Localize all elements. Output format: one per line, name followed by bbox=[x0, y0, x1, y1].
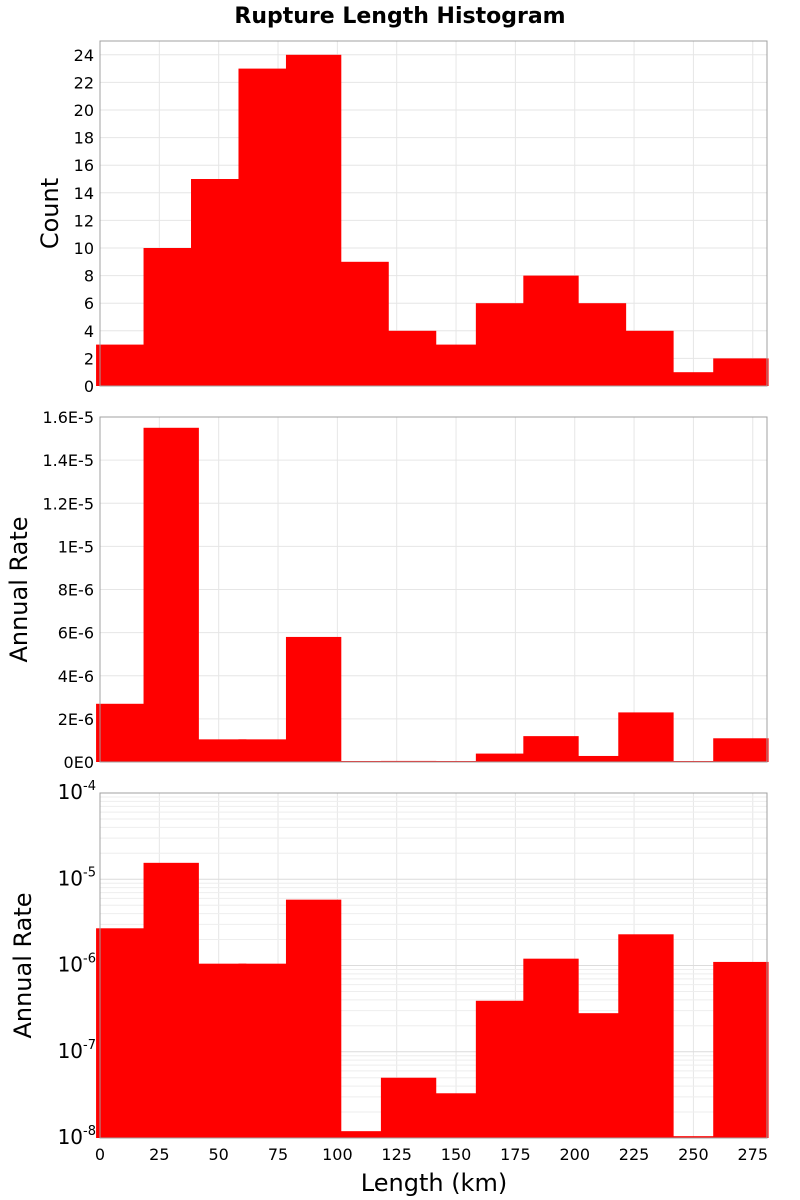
bars bbox=[96, 862, 769, 1138]
bar bbox=[428, 1093, 484, 1138]
bar bbox=[570, 1013, 627, 1138]
bar bbox=[333, 261, 389, 386]
bar bbox=[570, 303, 627, 386]
bar bbox=[143, 862, 199, 1138]
y-axis-ticks: 0E0 2E-6 4E-6 6E-6 8E-6 1E-5 1.2E-5 1.4E-5 1.6E-… bbox=[42, 408, 94, 772]
x-tick-label: 250 bbox=[678, 1145, 709, 1164]
bar bbox=[238, 739, 294, 762]
y-tick-label: 22 bbox=[74, 73, 94, 92]
bar bbox=[665, 1136, 722, 1138]
y-tick-label: 1E-5 bbox=[58, 537, 94, 556]
x-axis-ticks: 0 25 50 75 100 125 150 175 200 225 250 275 bbox=[95, 1145, 768, 1164]
bar bbox=[191, 179, 247, 386]
bar bbox=[285, 54, 342, 387]
bar bbox=[191, 739, 247, 762]
x-tick-label: 125 bbox=[381, 1145, 412, 1164]
bar bbox=[285, 899, 342, 1138]
x-tick-label: 75 bbox=[268, 1145, 288, 1164]
x-axis-label: Length (km) bbox=[361, 1169, 507, 1197]
y-axis-label: Count bbox=[36, 178, 64, 249]
y-tick-label: 10-5 bbox=[58, 865, 96, 890]
bar bbox=[285, 636, 342, 762]
y-tick-label: 10-7 bbox=[58, 1038, 96, 1063]
y-tick-label: 6 bbox=[84, 294, 94, 313]
bars bbox=[96, 54, 769, 387]
bar bbox=[523, 275, 579, 386]
y-tick-label: 1.6E-5 bbox=[42, 408, 94, 427]
y-axis-ticks: 10-8 10-7 10-6 10-5 10-4 bbox=[58, 779, 96, 1149]
bar bbox=[523, 958, 579, 1138]
bars bbox=[96, 427, 769, 762]
bar bbox=[475, 303, 532, 386]
y-tick-label: 0E0 bbox=[64, 753, 94, 772]
y-tick-label: 6E-6 bbox=[58, 624, 94, 643]
x-tick-label: 275 bbox=[737, 1145, 768, 1164]
y-tick-label: 24 bbox=[74, 46, 94, 65]
y-axis-label: Annual Rate bbox=[9, 892, 37, 1038]
bar bbox=[475, 753, 532, 762]
bar bbox=[570, 755, 627, 762]
bar bbox=[618, 934, 674, 1138]
y-axis-label: Annual Rate bbox=[5, 516, 33, 662]
x-tick-label: 100 bbox=[322, 1145, 353, 1164]
y-tick-label: 2 bbox=[84, 349, 94, 368]
bar bbox=[191, 963, 247, 1138]
y-tick-label: 10-8 bbox=[58, 1124, 96, 1149]
bar bbox=[713, 358, 769, 386]
bar bbox=[713, 738, 769, 762]
bar bbox=[665, 372, 722, 386]
bar bbox=[238, 963, 294, 1138]
y-tick-label: 4E-6 bbox=[58, 667, 94, 686]
plot-frame bbox=[99, 792, 768, 1139]
x-tick-label: 50 bbox=[209, 1145, 229, 1164]
bar bbox=[618, 330, 674, 386]
bar bbox=[523, 736, 579, 762]
bar bbox=[475, 1000, 532, 1138]
y-tick-label: 2E-6 bbox=[58, 710, 94, 729]
y-tick-label: 4 bbox=[84, 322, 94, 341]
y-tick-label: 18 bbox=[74, 129, 94, 148]
bar bbox=[713, 961, 769, 1138]
bar bbox=[380, 330, 437, 386]
y-tick-label: 8 bbox=[84, 267, 94, 286]
x-tick-label: 200 bbox=[559, 1145, 590, 1164]
plot-frame bbox=[99, 40, 768, 387]
x-tick-label: 225 bbox=[619, 1145, 650, 1164]
y-tick-label: 10-6 bbox=[58, 952, 96, 977]
x-tick-label: 175 bbox=[500, 1145, 531, 1164]
bar bbox=[333, 1131, 389, 1138]
x-tick-label: 0 bbox=[95, 1145, 105, 1164]
bar bbox=[143, 427, 199, 762]
plot-frame bbox=[99, 416, 768, 763]
y-tick-label: 10-4 bbox=[58, 779, 96, 804]
bar bbox=[428, 344, 484, 386]
y-tick-label: 12 bbox=[74, 211, 94, 230]
y-tick-label: 16 bbox=[74, 156, 94, 175]
bar bbox=[96, 703, 152, 762]
y-tick-label: 14 bbox=[74, 184, 94, 203]
chart-title: Rupture Length Histogram bbox=[234, 4, 565, 29]
bar bbox=[618, 712, 674, 762]
bar bbox=[143, 248, 199, 386]
y-tick-label: 10 bbox=[74, 239, 94, 258]
panel-3: 10-8 10-7 10-6 10-5 10-4 Annual Rate bbox=[9, 779, 769, 1149]
chart-panels: 024681012141618202224Count0E02E-64E-66E-… bbox=[5, 40, 769, 1149]
x-tick-label: 150 bbox=[441, 1145, 472, 1164]
x-tick-label: 25 bbox=[149, 1145, 169, 1164]
y-tick-label: 0 bbox=[84, 377, 94, 396]
bar bbox=[380, 760, 437, 762]
bar bbox=[380, 1077, 437, 1138]
bar bbox=[96, 928, 152, 1138]
y-tick-label: 1.2E-5 bbox=[42, 494, 94, 513]
bar bbox=[238, 68, 294, 386]
y-tick-label: 20 bbox=[74, 101, 94, 120]
bar bbox=[96, 344, 152, 386]
y-tick-label: 8E-6 bbox=[58, 581, 94, 600]
panel-2: 0E0 2E-6 4E-6 6E-6 8E-6 1E-5 1.2E-5 1.4E-5 1.6E-… bbox=[5, 408, 769, 772]
y-tick-label: 1.4E-5 bbox=[42, 451, 94, 470]
